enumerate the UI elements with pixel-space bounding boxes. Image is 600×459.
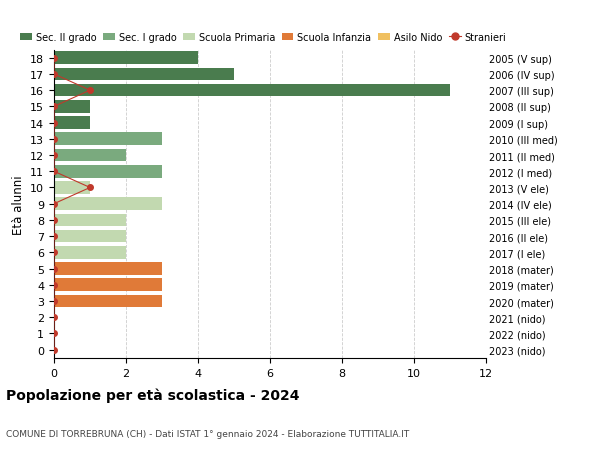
Bar [54,84,450,97]
Bar [54,214,126,227]
Bar [54,295,162,308]
Bar [54,149,126,162]
Bar [54,166,162,178]
Bar [54,182,90,194]
Bar [54,52,198,65]
Bar [54,117,90,129]
Bar [54,230,126,243]
Text: Popolazione per età scolastica - 2024: Popolazione per età scolastica - 2024 [6,388,299,403]
Bar [54,68,234,81]
Bar [54,133,162,146]
Bar [54,198,162,211]
Text: COMUNE DI TORREBRUNA (CH) - Dati ISTAT 1° gennaio 2024 - Elaborazione TUTTITALIA: COMUNE DI TORREBRUNA (CH) - Dati ISTAT 1… [6,429,409,438]
Bar [54,279,162,291]
Bar [54,263,162,275]
Y-axis label: Età alunni: Età alunni [11,174,25,234]
Bar [54,101,90,113]
Legend: Sec. II grado, Sec. I grado, Scuola Primaria, Scuola Infanzia, Asilo Nido, Stran: Sec. II grado, Sec. I grado, Scuola Prim… [20,33,506,43]
Bar [54,246,126,259]
